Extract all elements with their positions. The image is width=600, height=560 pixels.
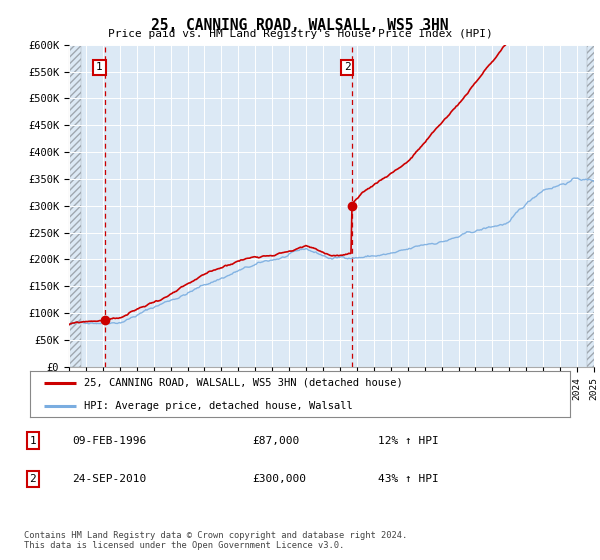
Text: £87,000: £87,000 — [252, 436, 299, 446]
Text: Contains HM Land Registry data © Crown copyright and database right 2024.
This d: Contains HM Land Registry data © Crown c… — [24, 531, 407, 550]
Text: 12% ↑ HPI: 12% ↑ HPI — [378, 436, 439, 446]
Text: 2: 2 — [29, 474, 37, 484]
Text: 43% ↑ HPI: 43% ↑ HPI — [378, 474, 439, 484]
Text: 25, CANNING ROAD, WALSALL, WS5 3HN (detached house): 25, CANNING ROAD, WALSALL, WS5 3HN (deta… — [84, 378, 403, 388]
Text: 1: 1 — [29, 436, 37, 446]
Text: 25, CANNING ROAD, WALSALL, WS5 3HN: 25, CANNING ROAD, WALSALL, WS5 3HN — [151, 18, 449, 33]
Text: HPI: Average price, detached house, Walsall: HPI: Average price, detached house, Wals… — [84, 401, 353, 410]
Text: 1: 1 — [96, 62, 103, 72]
Text: Price paid vs. HM Land Registry's House Price Index (HPI): Price paid vs. HM Land Registry's House … — [107, 29, 493, 39]
Text: 2: 2 — [344, 62, 350, 72]
Text: 09-FEB-1996: 09-FEB-1996 — [72, 436, 146, 446]
Text: 24-SEP-2010: 24-SEP-2010 — [72, 474, 146, 484]
Text: £300,000: £300,000 — [252, 474, 306, 484]
